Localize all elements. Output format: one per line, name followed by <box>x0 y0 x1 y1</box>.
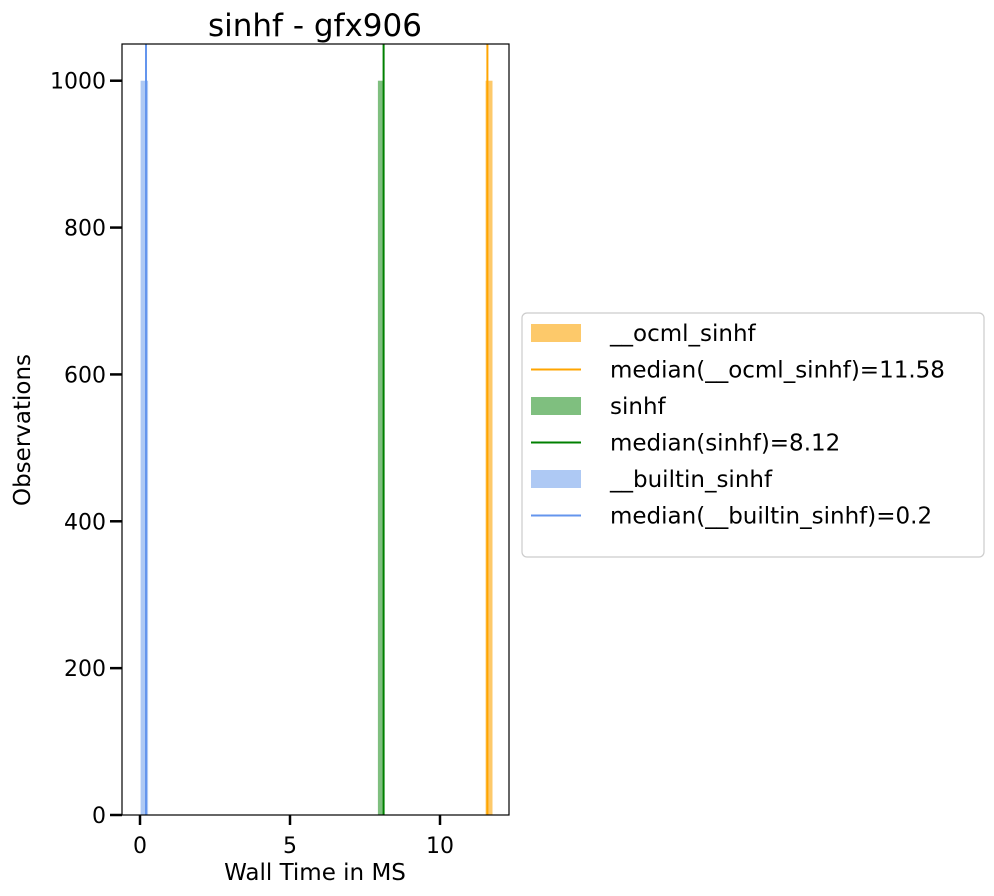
x-tick-label-0: 0 <box>133 834 147 859</box>
y-tick-label-5: 1000 <box>50 70 106 95</box>
x-tick-label-1: 5 <box>283 834 297 859</box>
y-tick-label-2: 400 <box>64 510 106 535</box>
y-tick-label-4: 800 <box>64 217 106 242</box>
bar-2-0 <box>140 80 149 815</box>
legend-median-label-2: median(__builtin_sinhf)=0.2 <box>610 504 932 530</box>
legend-label-0: __ocml_sinhf <box>609 321 757 347</box>
y-tick-label-0: 0 <box>92 804 106 829</box>
legend-median-label-1: median(sinhf)=8.12 <box>610 431 840 457</box>
y-tick-label-3: 600 <box>64 363 106 388</box>
bar-0-0 <box>485 80 493 815</box>
legend-label-1: sinhf <box>610 394 667 420</box>
legend-swatch-1 <box>531 397 581 415</box>
plot-frame <box>121 43 510 816</box>
y-axis-label: Observations <box>10 354 36 506</box>
legend-swatch-0 <box>531 324 581 342</box>
bar-1-0 <box>377 80 384 815</box>
chart-title: sinhf - gfx906 <box>208 8 422 44</box>
legend-swatch-2 <box>531 470 581 488</box>
histogram-bars <box>140 80 493 815</box>
median-lines <box>145 44 489 815</box>
legend-frame <box>521 312 985 558</box>
x-axis: 0 5 10 <box>133 815 454 859</box>
y-axis: 0 200 400 600 800 1000 <box>50 70 122 829</box>
legend-median-label-0: median(__ocml_sinhf)=11.58 <box>610 358 945 384</box>
y-tick-label-1: 200 <box>64 657 106 682</box>
legend-label-2: __builtin_sinhf <box>609 467 773 493</box>
x-axis-label: Wall Time in MS <box>224 860 406 886</box>
x-tick-label-2: 10 <box>426 834 454 859</box>
legend: __ocml_sinhf median(__ocml_sinhf)=11.58si… <box>521 312 985 558</box>
